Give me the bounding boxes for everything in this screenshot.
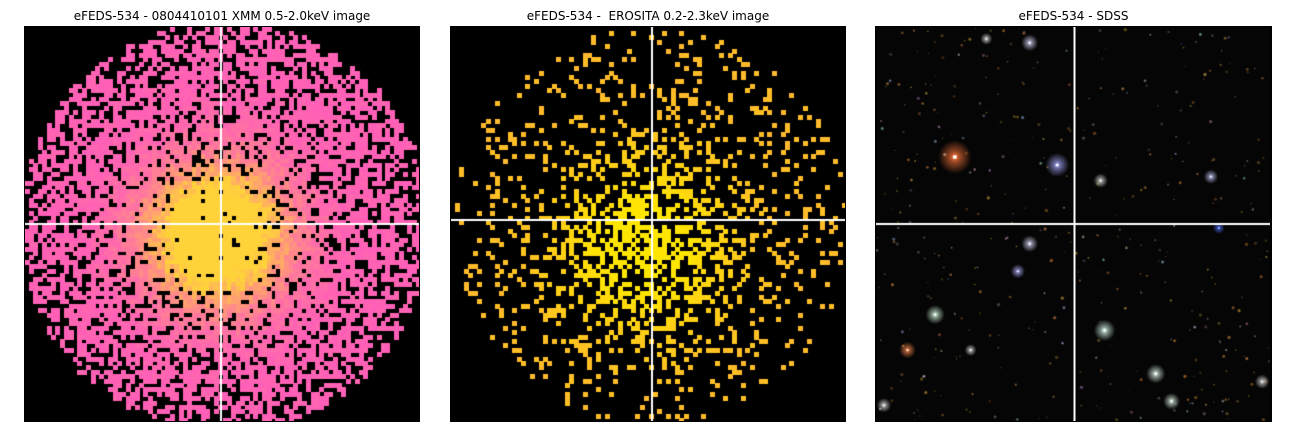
- sdss-image: [876, 27, 1270, 421]
- panel-title-erosita: eFEDS-534 - EROSITA 0.2-2.3keV image: [526, 9, 770, 23]
- panel-title-sdss: eFEDS-534 - SDSS: [1018, 9, 1129, 23]
- erosita-image-panel: [450, 26, 846, 422]
- panel-title-xmm: eFEDS-534 - 0804410101 XMM 0.5-2.0keV im…: [73, 9, 371, 23]
- erosita-image: [451, 27, 845, 421]
- sdss-image-panel: [875, 26, 1272, 422]
- xmm-image-panel: [24, 26, 420, 422]
- xmm-image: [25, 27, 419, 421]
